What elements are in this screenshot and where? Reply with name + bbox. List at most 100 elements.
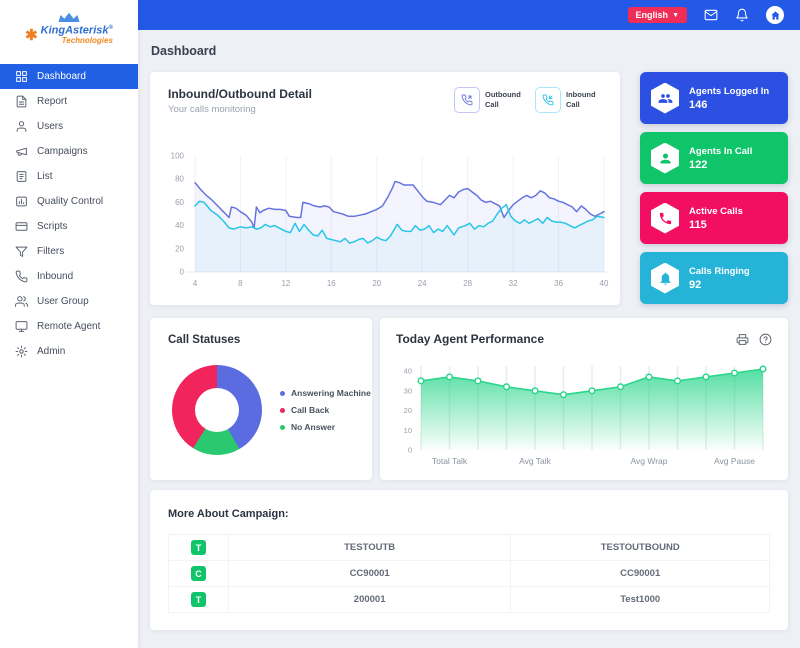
- sidebar-item-label: Scripts: [37, 221, 68, 232]
- sidebar-item-label: Campaigns: [37, 146, 88, 157]
- svg-text:8: 8: [238, 279, 243, 288]
- stat-card-active-calls[interactable]: Active Calls 115: [640, 192, 788, 244]
- status-legend-answering-machine: Answering Machine: [280, 388, 371, 398]
- stat-card-label: Agents Logged In: [689, 85, 770, 97]
- remote-agent-icon: [15, 320, 28, 333]
- stat-card-value: 146: [689, 98, 708, 111]
- sidebar-item-report[interactable]: Report: [0, 89, 138, 114]
- call-statuses-card: Call Statuses Answering Machine Call Back…: [150, 318, 372, 480]
- svg-text:Avg Talk: Avg Talk: [519, 456, 552, 466]
- brand-name: KingAsterisk®: [40, 24, 113, 37]
- sidebar-item-admin[interactable]: Admin: [0, 339, 138, 364]
- sidebar-item-label: Remote Agent: [37, 321, 101, 332]
- users-icon: [15, 120, 28, 133]
- sidebar-item-label: Users: [37, 121, 64, 132]
- language-selector[interactable]: English ▼: [627, 7, 687, 23]
- campaign-badge-cell: T: [168, 586, 229, 613]
- campaign-card: More About Campaign: T TESTOUTB TESTOUTBOU…: [150, 490, 788, 630]
- scripts-icon: [15, 220, 28, 233]
- svg-text:20: 20: [404, 406, 412, 415]
- agent-performance-card: Today Agent Performance 0 10 20 30 40 Total T…: [380, 318, 788, 480]
- campaign-name-cell: TESTOUTB: [227, 534, 512, 561]
- campaign-badge: T: [190, 592, 206, 607]
- sidebar: ✱ KingAsterisk® Technologies Dashboard Re…: [0, 0, 138, 648]
- campaign-badge-cell: C: [168, 560, 229, 587]
- brand-tagline: Technologies: [61, 36, 113, 46]
- sidebar-item-dashboard[interactable]: Dashboard: [0, 64, 138, 89]
- language-label: English: [635, 10, 669, 20]
- home-icon[interactable]: [766, 6, 784, 24]
- sidebar-item-label: Report: [37, 96, 68, 107]
- list-icon: [15, 170, 28, 183]
- svg-text:40: 40: [175, 221, 184, 230]
- performance-title: Today Agent Performance: [396, 332, 545, 346]
- status-legend-call-back: Call Back: [280, 405, 371, 415]
- call-statuses-donut-chart: [172, 365, 262, 455]
- sidebar-item-label: Inbound: [37, 271, 74, 282]
- sidebar-item-users[interactable]: Users: [0, 114, 138, 139]
- bell-filled-icon: [651, 262, 679, 294]
- campaign-badge: T: [190, 540, 206, 555]
- svg-text:36: 36: [554, 279, 563, 288]
- sidebar-item-scripts[interactable]: Scripts: [0, 214, 138, 239]
- svg-text:28: 28: [463, 279, 472, 288]
- inbound-outbound-card: Inbound/Outbound Detail Your calls monit…: [150, 72, 620, 305]
- svg-text:Avg Wrap: Avg Wrap: [630, 456, 667, 466]
- crown-icon: [58, 13, 80, 23]
- main-chart-legend: Outbound Call Inbound Call: [454, 87, 604, 113]
- sidebar-item-label: Dashboard: [37, 71, 86, 82]
- stat-card-agents-logged-in[interactable]: Agents Logged In 146: [640, 72, 788, 124]
- svg-text:20: 20: [175, 244, 184, 253]
- help-icon[interactable]: [759, 333, 772, 346]
- sidebar-item-user-group[interactable]: User Group: [0, 289, 138, 314]
- stat-cards: Agents Logged In 146 Agents In Call 122 Acti…: [640, 72, 788, 304]
- main-chart-title: Inbound/Outbound Detail: [168, 87, 312, 101]
- legend-dot: [280, 424, 285, 430]
- sidebar-item-list[interactable]: List: [0, 164, 138, 189]
- sidebar-nav: Dashboard Report Users Campaigns List Quality…: [0, 64, 138, 364]
- legend-label: Inbound Call: [566, 90, 596, 109]
- report-icon: [15, 95, 28, 108]
- stat-card-label: Agents In Call: [689, 145, 753, 157]
- sidebar-item-filters[interactable]: Filters: [0, 239, 138, 264]
- agent-person-icon: [651, 142, 679, 174]
- stat-card-agents-in-call[interactable]: Agents In Call 122: [640, 132, 788, 184]
- svg-text:100: 100: [171, 152, 185, 161]
- stat-card-label: Calls Ringing: [689, 265, 750, 277]
- brand-logo[interactable]: ✱ KingAsterisk® Technologies: [0, 0, 138, 58]
- phone-filled-icon: [651, 202, 679, 234]
- campaigns-icon: [15, 145, 28, 158]
- svg-text:Total Talk: Total Talk: [432, 456, 468, 466]
- legend-dot: [280, 407, 285, 413]
- sidebar-item-remote-agent[interactable]: Remote Agent: [0, 314, 138, 339]
- svg-text:16: 16: [327, 279, 336, 288]
- call-statuses-title: Call Statuses: [168, 334, 241, 346]
- table-row: C CC90001 CC90001: [168, 560, 770, 587]
- stat-card-value: 92: [689, 278, 702, 291]
- printer-icon[interactable]: [736, 333, 749, 346]
- legend-inbound-call[interactable]: Inbound Call: [535, 87, 604, 113]
- legend-outbound-call[interactable]: Outbound Call: [454, 87, 523, 113]
- stat-card-label: Active Calls: [689, 205, 743, 217]
- sidebar-item-campaigns[interactable]: Campaigns: [0, 139, 138, 164]
- legend-label: No Answer: [291, 422, 336, 432]
- legend-label: Answering Machine: [291, 388, 371, 398]
- bell-icon[interactable]: [735, 8, 749, 22]
- agents-group-icon: [651, 82, 679, 114]
- sidebar-item-label: Filters: [37, 246, 65, 257]
- campaign-table-body: T TESTOUTB TESTOUTBOUND C CC90001 CC90001 T 200…: [168, 534, 770, 613]
- sidebar-item-quality-control[interactable]: Quality Control: [0, 189, 138, 214]
- svg-text:30: 30: [404, 386, 412, 395]
- svg-text:24: 24: [418, 279, 427, 288]
- sidebar-item-inbound[interactable]: Inbound: [0, 264, 138, 289]
- svg-text:12: 12: [281, 279, 290, 288]
- svg-text:10: 10: [404, 426, 412, 435]
- svg-text:4: 4: [193, 279, 198, 288]
- table-row: T TESTOUTB TESTOUTBOUND: [168, 534, 770, 561]
- outbound-call-icon: [454, 87, 480, 113]
- stat-card-calls-ringing[interactable]: Calls Ringing 92: [640, 252, 788, 304]
- mail-icon[interactable]: [704, 8, 718, 22]
- dashboard-icon: [15, 70, 28, 83]
- user-group-icon: [15, 295, 28, 308]
